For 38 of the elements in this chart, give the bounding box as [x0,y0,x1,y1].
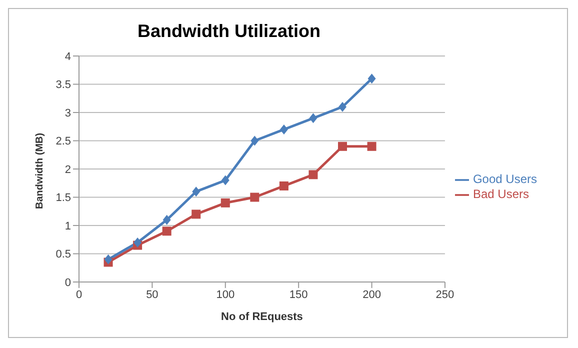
x-tick-label: 100 [216,288,235,301]
point [280,124,288,134]
point [221,175,230,186]
point [162,226,172,236]
y-tick-label: 2.5 [56,136,71,148]
point [250,192,260,202]
x-tick-label: 0 [76,288,82,301]
point [220,198,230,208]
legend-label: Good Users [472,172,537,186]
y-tick-label: 3 [64,107,71,120]
y-tick-label: 0 [64,276,71,289]
y-tick-label: 0.5 [56,248,71,261]
point [338,142,347,151]
y-tick-label: 1 [64,220,71,232]
point [134,237,142,248]
x-tick-label: 150 [289,288,308,301]
point [368,74,376,84]
y-tick-label: 2 [64,164,71,176]
point [279,181,288,190]
y-tick-label: 4 [64,50,71,63]
point [104,254,112,264]
y-tick-label: 1.5 [56,192,71,204]
point [192,210,201,219]
legend-label: Bad Users [472,187,529,201]
point [162,214,171,225]
point [338,102,346,112]
point [250,136,259,146]
y-tick-label: 3.5 [56,79,71,92]
y-axis-title: Bandwidth (MB) [34,132,46,209]
chart-title: Bandwidth Utilization [136,20,322,42]
x-tick-label: 250 [436,288,454,301]
x-axis-title: No of REquests [221,311,303,323]
point [367,142,376,151]
point [309,113,318,124]
x-tick-label: 50 [146,288,158,301]
point [308,170,318,180]
point [192,186,200,197]
x-tick-label: 200 [362,288,381,301]
